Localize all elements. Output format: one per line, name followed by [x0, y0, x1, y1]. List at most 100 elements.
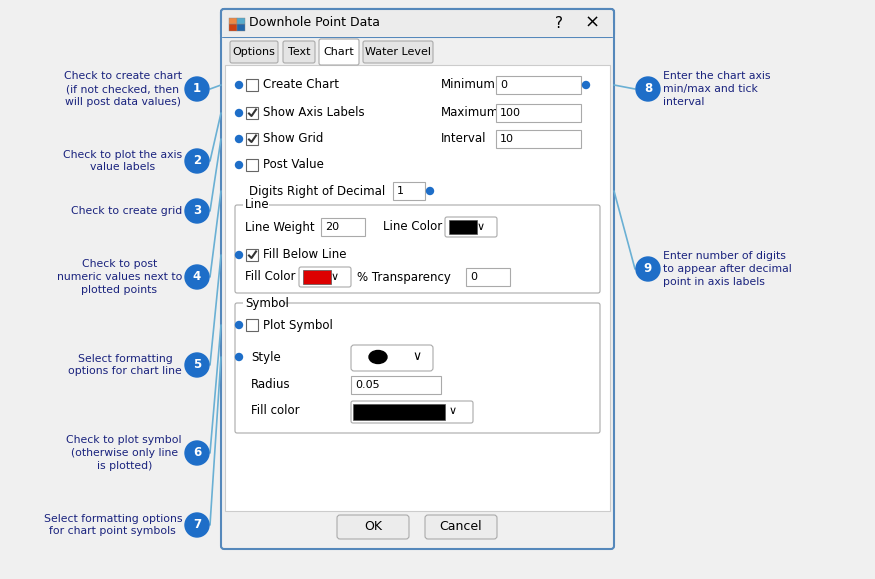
- Text: ∨: ∨: [477, 222, 485, 232]
- Circle shape: [235, 321, 242, 328]
- Bar: [353, 404, 445, 420]
- Circle shape: [636, 77, 660, 101]
- FancyBboxPatch shape: [319, 39, 359, 65]
- Text: 4: 4: [192, 270, 201, 284]
- Circle shape: [185, 265, 209, 289]
- FancyBboxPatch shape: [363, 41, 433, 63]
- Text: Enter the chart axis
min/max and tick
interval: Enter the chart axis min/max and tick in…: [663, 71, 771, 107]
- Bar: [243, 200, 269, 210]
- FancyBboxPatch shape: [221, 9, 614, 37]
- Text: Digits Right of Decimal: Digits Right of Decimal: [249, 185, 385, 197]
- Text: Post Value: Post Value: [263, 159, 324, 171]
- Text: ×: ×: [584, 14, 599, 32]
- Circle shape: [185, 441, 209, 465]
- Text: ?: ?: [555, 16, 563, 31]
- FancyBboxPatch shape: [235, 205, 600, 293]
- Text: Chart: Chart: [324, 47, 354, 57]
- Text: Check to plot the axis
value labels: Check to plot the axis value labels: [63, 149, 182, 173]
- Bar: [246, 79, 258, 91]
- Text: % Transparency: % Transparency: [357, 270, 451, 284]
- Text: ∨: ∨: [412, 350, 422, 364]
- Text: Line Weight: Line Weight: [245, 221, 315, 233]
- Circle shape: [235, 109, 242, 116]
- Bar: [246, 107, 258, 119]
- Text: 6: 6: [192, 446, 201, 460]
- Circle shape: [636, 257, 660, 281]
- Text: Create Chart: Create Chart: [263, 79, 339, 91]
- Text: Maximum: Maximum: [441, 107, 500, 119]
- Text: 1: 1: [193, 82, 201, 96]
- Bar: [229, 18, 237, 24]
- Text: Enter number of digits
to appear after decimal
point in axis labels: Enter number of digits to appear after d…: [663, 251, 792, 287]
- Text: Line Color: Line Color: [383, 221, 442, 233]
- Text: 9: 9: [644, 262, 652, 276]
- Bar: [466, 268, 510, 286]
- FancyBboxPatch shape: [445, 217, 497, 237]
- Text: Symbol: Symbol: [245, 296, 289, 310]
- Bar: [496, 130, 581, 148]
- FancyBboxPatch shape: [230, 41, 278, 63]
- Bar: [303, 270, 331, 284]
- Text: Downhole Point Data: Downhole Point Data: [249, 16, 380, 30]
- Circle shape: [185, 353, 209, 377]
- Text: 5: 5: [192, 358, 201, 372]
- Text: ∨: ∨: [331, 272, 340, 282]
- Circle shape: [235, 251, 242, 258]
- Text: Minimum: Minimum: [441, 79, 496, 91]
- Text: 0: 0: [500, 80, 507, 90]
- Text: Fill Below Line: Fill Below Line: [263, 248, 346, 262]
- Text: 7: 7: [193, 519, 201, 532]
- Bar: [246, 319, 258, 331]
- Circle shape: [185, 77, 209, 101]
- Text: Show Grid: Show Grid: [263, 133, 324, 145]
- Ellipse shape: [369, 350, 387, 364]
- Text: Text: Text: [288, 47, 311, 57]
- FancyBboxPatch shape: [351, 401, 473, 423]
- Circle shape: [583, 82, 590, 89]
- Bar: [393, 182, 425, 200]
- FancyBboxPatch shape: [351, 345, 433, 371]
- Text: 0: 0: [470, 272, 477, 282]
- Bar: [246, 249, 258, 261]
- Text: Check to create grid: Check to create grid: [71, 206, 182, 216]
- Text: 100: 100: [500, 108, 521, 118]
- Bar: [321, 218, 365, 236]
- Circle shape: [426, 188, 433, 195]
- Text: Line: Line: [245, 199, 270, 211]
- Bar: [222, 23, 613, 37]
- Text: Check to create chart
(if not checked, then
will post data values): Check to create chart (if not checked, t…: [64, 71, 182, 107]
- Bar: [246, 133, 258, 145]
- Circle shape: [185, 149, 209, 173]
- FancyBboxPatch shape: [235, 303, 600, 433]
- Bar: [229, 24, 237, 31]
- FancyBboxPatch shape: [221, 9, 614, 549]
- Text: Style: Style: [251, 350, 281, 364]
- Text: 10: 10: [500, 134, 514, 144]
- Text: 3: 3: [193, 204, 201, 218]
- Text: Select formatting
options for chart line: Select formatting options for chart line: [68, 354, 182, 376]
- Circle shape: [185, 513, 209, 537]
- Text: Water Level: Water Level: [365, 47, 431, 57]
- Text: OK: OK: [364, 521, 382, 533]
- Text: Interval: Interval: [441, 133, 487, 145]
- Text: Fill Color: Fill Color: [245, 270, 296, 284]
- FancyBboxPatch shape: [299, 267, 351, 287]
- Bar: [237, 24, 245, 31]
- Bar: [351, 376, 441, 394]
- FancyBboxPatch shape: [337, 515, 409, 539]
- Text: 0.05: 0.05: [355, 380, 380, 390]
- Text: Cancel: Cancel: [440, 521, 482, 533]
- Text: ∨: ∨: [449, 406, 457, 416]
- Text: Plot Symbol: Plot Symbol: [263, 318, 332, 332]
- Text: Options: Options: [233, 47, 276, 57]
- Bar: [237, 18, 245, 24]
- Bar: [449, 220, 477, 234]
- Text: 1: 1: [397, 186, 404, 196]
- Circle shape: [185, 199, 209, 223]
- Circle shape: [235, 135, 242, 142]
- Bar: [243, 298, 283, 308]
- FancyBboxPatch shape: [425, 515, 497, 539]
- Text: Select formatting options
for chart point symbols: Select formatting options for chart poin…: [44, 514, 182, 536]
- Text: Fill color: Fill color: [251, 405, 299, 417]
- Circle shape: [235, 162, 242, 168]
